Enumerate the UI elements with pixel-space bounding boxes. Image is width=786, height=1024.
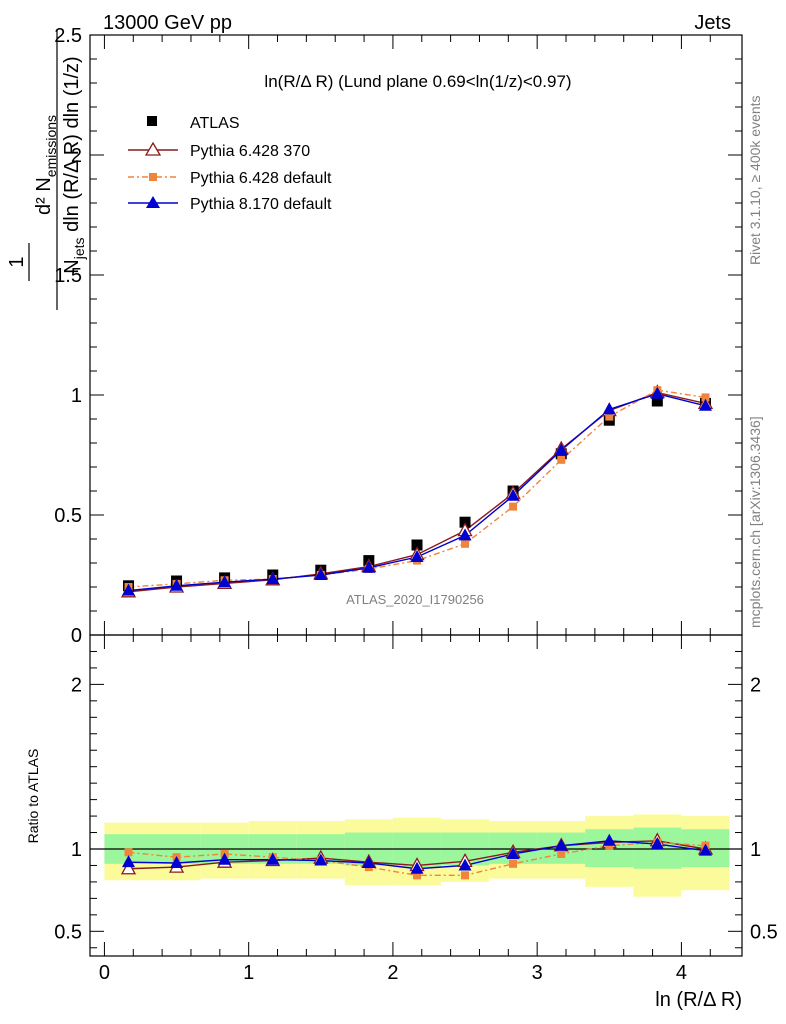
top-point-py8-0: [122, 583, 136, 596]
ratio-point-py8-1: [170, 855, 184, 868]
bottom-ytick-label-0: 0.5: [54, 921, 82, 943]
top-ylabel: d² Nemissions Njets dln (R/Δ R) dln (1/z…: [33, 30, 87, 310]
top-point-py8-4: [314, 568, 328, 580]
top-point-py6-default-8: [509, 502, 518, 511]
top-ylabel-den-main: N: [61, 259, 83, 273]
top-ylabel-den-rest: dln (R/Δ R) dln (1/z): [61, 56, 83, 237]
top-point-py8-7: [458, 528, 472, 541]
top-point-py8-9: [554, 443, 568, 456]
top-point-py8-11: [650, 386, 664, 399]
ratio-point-py8-8: [506, 846, 520, 859]
top-ylabel-num-main: d² N: [33, 177, 55, 215]
bottom-ytick-label-right-2: 2: [750, 674, 761, 696]
header-right: Jets: [694, 12, 731, 34]
top-ylabel-prefix: 1: [6, 243, 30, 281]
ratio-point-py6-default-6: [413, 871, 422, 880]
x-tick-label-3: 3: [532, 962, 543, 984]
top-point-py6-default-7: [461, 539, 470, 548]
legend-py6-370-label: Pythia 6.428 370: [190, 143, 310, 160]
legend-py8-marker: [146, 196, 160, 208]
ratio-point-py6-370-0: [120, 860, 137, 875]
top-point-py8-8: [506, 488, 520, 501]
top-point-atlas-6: [411, 539, 423, 551]
legend-py6-370-marker: [144, 141, 162, 156]
x-tick-label-0: 0: [99, 962, 110, 984]
top-point-py8-10: [602, 402, 616, 415]
top-ytick-label-2: 1: [71, 385, 82, 407]
bottom-panel-frame: [89, 634, 743, 957]
top-ytick-label-0: 0: [71, 625, 82, 647]
top-title: ln(R/Δ R) (Lund plane 0.69<ln(1/z)<0.97): [264, 72, 571, 91]
rivet-label-text: Rivet 3.1.10, ≥ 400k events: [747, 95, 763, 265]
x-tick-label-1: 1: [243, 962, 254, 984]
top-ytick-label-3: 1.5: [54, 265, 82, 287]
top-ylabel-den-sub: jets: [71, 237, 87, 260]
top-point-py8-3: [266, 572, 280, 585]
ratio-point-py6-default-8: [509, 859, 518, 868]
top-point-py8-2: [218, 575, 232, 588]
analysis-watermark: ATLAS_2020_I1790256: [346, 592, 484, 607]
ratio-point-py8-5: [362, 855, 376, 868]
x-tick-label-4: 4: [676, 962, 687, 984]
bottom-ytick-label-2: 2: [71, 674, 82, 696]
top-point-py8-5: [362, 560, 376, 573]
mcplots-label: mcplots.cern.ch [arXiv:1306.3436]: [747, 416, 763, 628]
top-ytick-label-4: 2: [71, 145, 82, 167]
ratio-point-py8-9: [554, 838, 568, 851]
bottom-ytick-label-1: 1: [71, 839, 82, 861]
ratio-point-py8-10: [602, 833, 616, 846]
ratio-point-py8-6: [410, 861, 424, 874]
x-tick-label-2: 2: [387, 962, 398, 984]
bottom-ylabel: Ratio to ATLAS: [25, 749, 41, 844]
ratio-point-py6-default-9: [557, 849, 566, 858]
ratio-point-py8-2: [218, 852, 232, 865]
bottom-ytick-label-right-0: 0.5: [750, 921, 778, 943]
top-ylabel-num-sub: emissions: [43, 115, 59, 177]
top-point-py8-12: [699, 398, 713, 411]
top-ytick-label-1: 0.5: [54, 505, 82, 527]
top-ytick-label-5: 2.5: [54, 25, 82, 47]
legend-py6-default-marker: [149, 173, 157, 181]
legend: ATLAS Pythia 6.428 370 Pythia 6.428 defa…: [128, 115, 332, 213]
top-ylabel-prefix-text: 1: [6, 256, 28, 267]
legend-atlas-label: ATLAS: [190, 115, 240, 132]
rivet-label: Rivet 3.1.10, ≥ 400k events: [747, 95, 763, 265]
top-point-py6-default-12: [701, 393, 710, 402]
top-point-atlas-7: [459, 516, 471, 528]
legend-py8-label: Pythia 8.170 default: [190, 196, 332, 213]
top-point-py6-default-10: [605, 412, 614, 421]
ratio-point-py8-7: [458, 858, 472, 871]
ratio-point-py8-4: [314, 853, 328, 866]
ratio-point-py6-default-7: [461, 871, 470, 880]
ratio-point-py8-3: [266, 852, 280, 865]
top-ylabel-den: Njets dln (R/Δ R) dln (1/z): [61, 56, 87, 273]
top-ylabel-num: d² Nemissions: [33, 115, 59, 215]
ratio-point-py8-0: [122, 855, 136, 868]
ratio-point-py6-default-0: [124, 848, 133, 857]
header-left: 13000 GeV pp: [103, 12, 232, 34]
ratio-point-py8-12: [699, 843, 713, 856]
top-point-py6-default-9: [557, 455, 566, 464]
legend-atlas-marker: [147, 116, 157, 126]
x-axis-label: ln (R/Δ R): [655, 989, 742, 1011]
top-point-py8-1: [170, 578, 184, 591]
mcplots-label-text: mcplots.cern.ch [arXiv:1306.3436]: [747, 416, 763, 628]
top-point-py8-6: [410, 550, 424, 562]
top-point-atlas-11: [651, 395, 663, 407]
ratio-point-py8-11: [650, 837, 664, 850]
legend-py6-default-label: Pythia 6.428 default: [190, 170, 332, 187]
bottom-ytick-label-right-1: 1: [750, 839, 761, 861]
bottom-ylabel-text: Ratio to ATLAS: [25, 749, 41, 844]
